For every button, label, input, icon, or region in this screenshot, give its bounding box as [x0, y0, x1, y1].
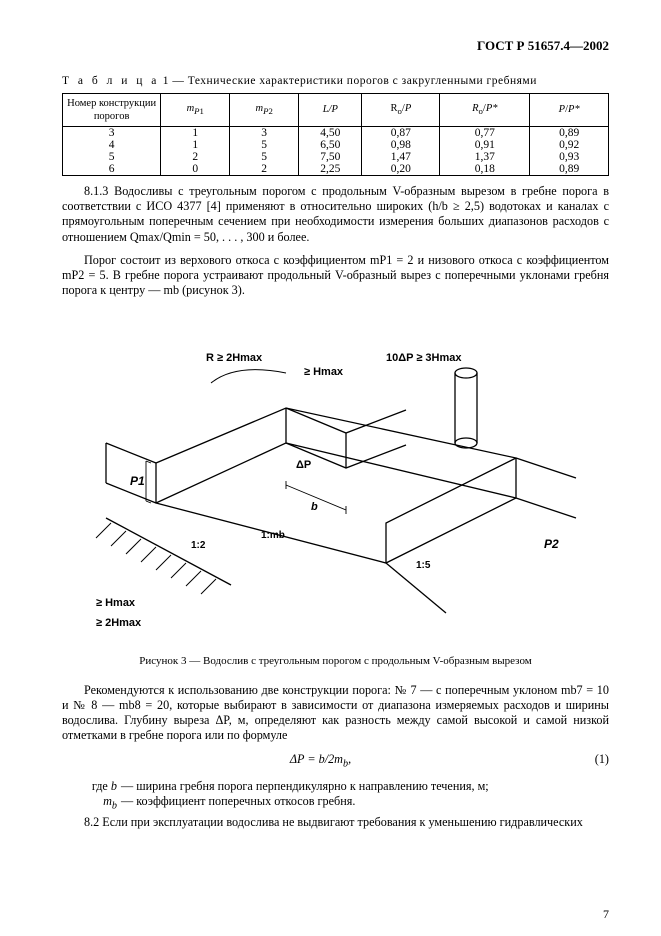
table-header-row: Номер конструкции порогов mP1 mP2 L/P Ro… — [63, 93, 609, 126]
document-id: ГОСТ Р 51657.4—2002 — [62, 38, 609, 54]
td: 4,50 6,50 7,50 2,25 — [299, 126, 362, 175]
cell: 6,50 — [299, 139, 361, 151]
cell: 4 — [63, 139, 160, 151]
lbl: ≥ 2Hmax — [96, 617, 142, 629]
equation-text: ΔP = b/2mb, — [62, 752, 579, 771]
def-text: — ширина гребня порога перпендикулярно к… — [121, 779, 609, 794]
lbl: ≥ Hmax — [304, 366, 344, 378]
lbl: b — [311, 501, 318, 513]
paragraph-813: 8.1.3 Водосливы с треугольным порогом с … — [62, 184, 609, 245]
th: L/P — [299, 93, 362, 126]
def-text: — коэффициент поперечных откосов гребня. — [121, 794, 609, 813]
lbl: 1:5 — [416, 560, 431, 571]
cell: 0,77 — [440, 127, 529, 139]
lbl: 1:mb — [261, 530, 285, 541]
cell: 0,89 — [530, 127, 608, 139]
caption-prefix: Т а б л и ц а — [62, 75, 159, 87]
th: mP1 — [161, 93, 230, 126]
lbl: P2 — [544, 537, 559, 551]
equation-number: (1) — [579, 752, 609, 767]
cell: 0,18 — [440, 163, 529, 175]
cell: 5 — [230, 151, 298, 163]
th: Ro/P* — [440, 93, 530, 126]
cell: 2,25 — [299, 163, 361, 175]
sym: b — [111, 779, 117, 793]
cell: 4,50 — [299, 127, 361, 139]
cell: 6 — [63, 163, 160, 175]
th: Номер конструкции порогов — [63, 93, 161, 126]
lbl: ΔP — [296, 459, 311, 471]
cell: 1 — [161, 139, 229, 151]
cell: 0,98 — [362, 139, 439, 151]
table-row: 3 4 5 6 1 1 2 0 3 5 5 2 4, — [63, 126, 609, 175]
caption-num: 1 — [163, 75, 169, 87]
paragraph-813b: Порог состоит из верхового откоса с коэф… — [62, 253, 609, 299]
page: ГОСТ Р 51657.4—2002 Т а б л и ц а 1 — Те… — [0, 0, 661, 936]
paragraph-rec: Рекомендуются к использованию две констр… — [62, 683, 609, 744]
page-number: 7 — [603, 907, 609, 922]
td: 0,89 0,92 0,93 0,89 — [530, 126, 609, 175]
cell: 0,20 — [362, 163, 439, 175]
cell: 0,93 — [530, 151, 608, 163]
lbl: 10ΔP ≥ 3Hmax — [386, 352, 462, 364]
cell: 3 — [230, 127, 298, 139]
td: 3 5 5 2 — [230, 126, 299, 175]
cell: 1,37 — [440, 151, 529, 163]
cell: 5 — [230, 139, 298, 151]
data-table: Номер конструкции порогов mP1 mP2 L/P Ro… — [62, 93, 609, 176]
td: 0,77 0,91 1,37 0,18 — [440, 126, 530, 175]
caption-text: — Технические характеристики порогов с з… — [172, 75, 536, 87]
td: 3 4 5 6 — [63, 126, 161, 175]
definitions: где b — ширина гребня порога перпендикул… — [62, 779, 609, 813]
lbl: ≥ Hmax — [96, 597, 136, 609]
cell: 1,47 — [362, 151, 439, 163]
cell: 0,91 — [440, 139, 529, 151]
def-pre: где b — [62, 779, 121, 794]
def-sym: mb — [62, 794, 121, 813]
equation-1: ΔP = b/2mb, (1) — [62, 752, 609, 771]
figure-caption: Рисунок 3 — Водослив с треугольным порог… — [62, 655, 609, 669]
cell: 2 — [161, 151, 229, 163]
lbl: 1:2 — [191, 540, 206, 551]
cell: 1 — [161, 127, 229, 139]
cell: 3 — [63, 127, 160, 139]
lbl: R ≥ 2Hmax — [206, 352, 263, 364]
lbl: P1 — [130, 474, 145, 488]
figure-3: R ≥ 2Hmax ≥ Hmax 10ΔP ≥ 3Hmax ΔP P1 P2 b… — [86, 313, 586, 647]
th: P/P* — [530, 93, 609, 126]
cell: 0,92 — [530, 139, 608, 151]
cell: 2 — [230, 163, 298, 175]
th: mP2 — [230, 93, 299, 126]
td: 0,87 0,98 1,47 0,20 — [362, 126, 440, 175]
t: где — [92, 779, 108, 793]
cell: 0 — [161, 163, 229, 175]
td: 1 1 2 0 — [161, 126, 230, 175]
th: Ro/P — [362, 93, 440, 126]
cell: 5 — [63, 151, 160, 163]
cell: 0,89 — [530, 163, 608, 175]
cell: 7,50 — [299, 151, 361, 163]
weir-diagram-svg: R ≥ 2Hmax ≥ Hmax 10ΔP ≥ 3Hmax ΔP P1 P2 b… — [86, 313, 586, 643]
cell: 0,87 — [362, 127, 439, 139]
table-caption: Т а б л и ц а 1 — Технические характерис… — [62, 74, 609, 88]
paragraph-82: 8.2 Если при эксплуатации водослива не в… — [62, 815, 609, 830]
th-label: Номер конструкции порогов — [67, 98, 156, 122]
